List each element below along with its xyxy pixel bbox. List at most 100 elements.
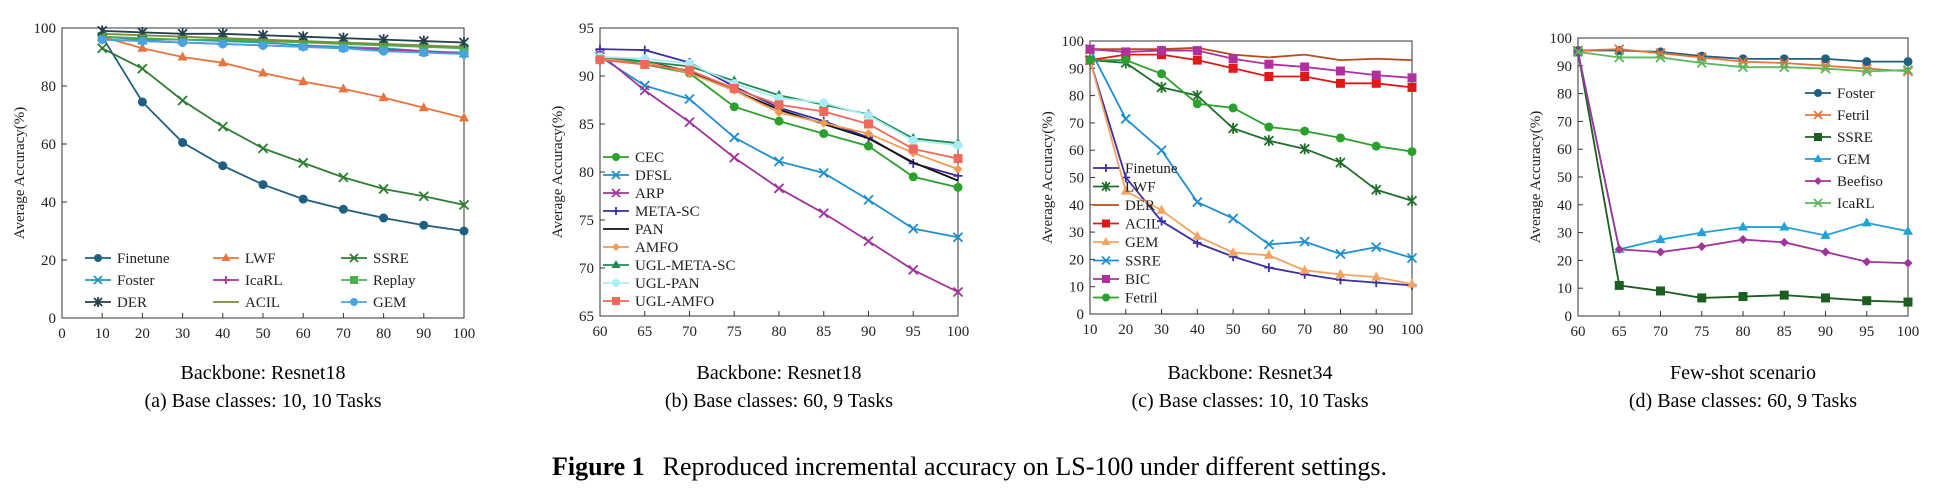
legend-marker [1814,89,1822,97]
data-point [298,157,309,168]
data-point [1371,241,1382,253]
data-point [338,43,348,53]
subfigure-caption: (c) Base classes: 10, 10 Tasks [1131,390,1369,412]
y-tick-label: 20 [41,253,56,269]
data-point [177,51,188,61]
data-point [459,226,469,236]
legend-marker [1101,237,1111,245]
data-point [1371,184,1382,196]
legend-label: IcaRL [245,273,282,289]
series-fetril [1085,55,1417,157]
x-tick-label: 70 [1297,322,1312,338]
y-tick-label: 70 [1069,116,1084,132]
data-point [1120,185,1131,195]
data-point [1655,52,1666,63]
data-point [1192,46,1202,56]
data-point [863,194,874,205]
data-point [1192,90,1203,102]
y-tick-label: 40 [1557,198,1572,214]
y-tick-label: 40 [41,195,56,211]
data-point [1335,133,1345,143]
x-axis-label: Backbone: Resnet18 [696,362,862,384]
x-tick-label: 90 [1369,322,1384,338]
subfigure-caption: (b) Base classes: 60, 9 Tasks [664,390,894,412]
data-point [1407,82,1417,92]
data-point [864,129,873,139]
series-line-lwf [1089,59,1413,202]
legend-item: Foster [85,273,155,289]
legend-item: Finetune [1093,161,1178,177]
legend-label: UGL-META-SC [635,258,735,274]
x-tick-label: 70 [336,326,351,342]
data-point [1902,66,1914,77]
data-point [1820,63,1831,74]
legend-item: Replay [341,273,416,289]
x-tick-label: 80 [376,326,391,342]
data-point [458,199,470,211]
y-tick-label: 70 [1557,114,1572,130]
data-point [1820,229,1831,239]
legend-item: META-SC [603,204,700,220]
data-point [459,112,469,122]
data-point [1614,43,1625,55]
legend-label: Fetril [1837,108,1870,124]
legend-label: DFSL [635,168,672,184]
data-point [1861,217,1872,227]
y-tick-label: 90 [1557,59,1572,75]
legend-item: SSRE [1805,130,1873,146]
y-tick-label: 30 [1557,226,1572,242]
legend-marker [93,297,103,307]
legend-item: ARP [603,186,664,202]
y-tick-label: 95 [579,21,594,37]
x-axis-label: Backbone: Resnet18 [180,362,346,384]
legend-item: ACIL [213,295,280,311]
data-point [1120,113,1131,124]
y-tick-label: 60 [1557,142,1572,158]
data-point [1656,286,1665,296]
legend-label: Finetune [117,251,170,267]
data-point [864,119,873,129]
x-tick-label: 65 [637,324,652,340]
legend-marker [612,279,620,287]
data-point [953,164,963,174]
legend-label: GEM [373,295,406,311]
data-point [729,83,739,93]
series-line-gem [1089,59,1413,285]
x-tick-label: 90 [1818,324,1833,340]
data-point [729,102,739,112]
data-point [1156,81,1167,93]
subfigure-caption: (a) Base classes: 10, 10 Tasks [144,390,382,412]
legend-item: CEC [603,150,664,166]
data-point [729,152,740,163]
legend-marker [612,153,620,161]
legend-label: Fetril [1125,291,1158,307]
data-point [1821,247,1830,257]
data-point [819,118,829,128]
data-point [178,38,188,47]
data-point [419,48,429,58]
y-tick-label: 100 [34,21,57,37]
data-point [908,172,918,182]
data-point [1299,236,1310,247]
data-point [819,129,829,139]
legend: Finetune LWF DER ACIL GEM SSRE BIC Fetril [1093,161,1178,307]
series-ugl-amfo [595,55,963,164]
x-tick-label: 65 [1612,324,1627,340]
legend: Finetune LWF SSRE Foster IcaRL Replay DER ACIL G… [85,251,416,311]
legend-label: LWF [1125,180,1156,196]
data-point [1407,73,1417,83]
legend-marker [1813,198,1823,208]
data-point [1192,99,1202,109]
data-point [1407,278,1417,288]
data-point [1157,69,1167,79]
data-point [218,161,228,171]
legend-item: Finetune [85,251,170,267]
legend-item: PAN [603,222,664,238]
data-point [684,93,695,105]
y-tick-label: 75 [579,213,594,229]
legend-item: DER [1093,198,1155,214]
data-point [729,132,740,143]
legend-marker [222,276,230,284]
legend-marker [612,207,620,215]
series-icarl [1572,46,1914,77]
